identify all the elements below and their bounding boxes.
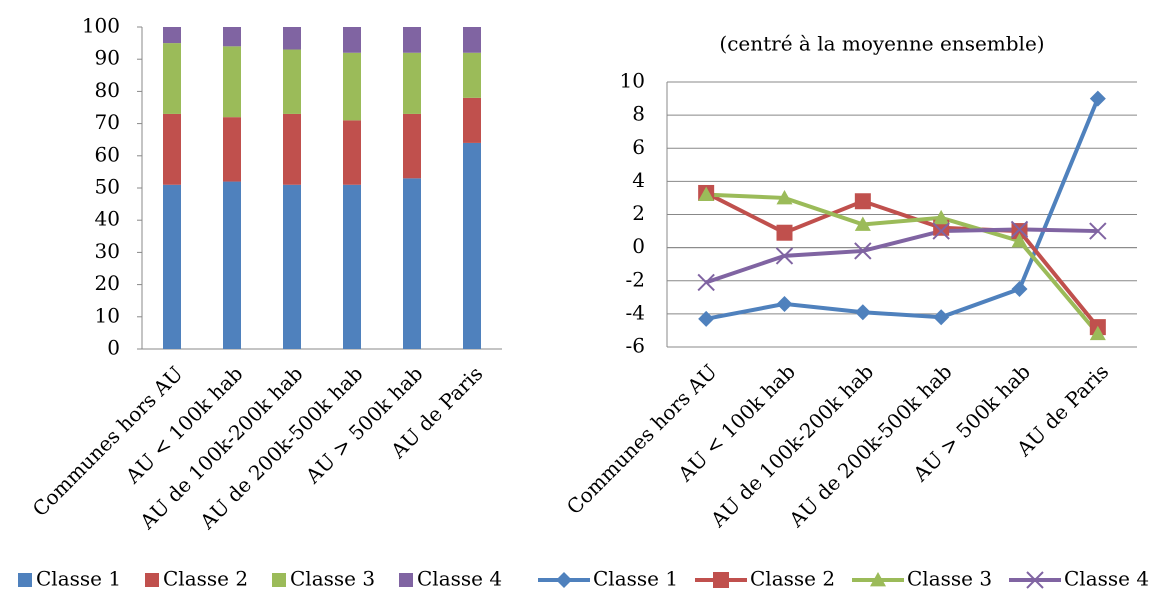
y-tick-label: 10 [620,69,645,93]
marker [854,216,871,231]
legend-label: Classe 1 [593,567,678,591]
chart-title: (centré à la moyenne ensemble) [719,32,1044,56]
legend-swatch [399,573,413,587]
y-tick-label: 0 [107,336,120,360]
marker [933,309,950,326]
marker [932,222,950,240]
y-tick-label: 8 [632,102,645,126]
marker [776,189,793,205]
marker [713,572,729,588]
bar [343,27,361,53]
bar [403,27,421,53]
marker [775,247,794,265]
bar [223,117,241,182]
bar [403,52,421,114]
legend-label: Classe 2 [163,567,248,591]
bar [463,97,481,143]
marker [776,224,793,241]
marker [556,572,572,588]
bar [223,27,241,47]
marker [854,304,871,321]
legend-label: Classe 4 [417,567,502,591]
bar [163,113,181,185]
legend-swatch [18,573,32,587]
line [706,192,1100,336]
y-tick-label: 50 [95,175,120,199]
marker [854,242,872,260]
marker [1010,220,1029,239]
bar [463,142,481,349]
legend-label: Classe 3 [907,567,992,591]
y-tick-label: -6 [626,334,645,358]
y-tick-label: 10 [95,303,120,327]
y-tick-label: 80 [95,78,120,102]
bar [343,52,361,121]
bar [403,113,421,179]
bar [403,178,421,349]
line [705,97,1100,321]
line [705,191,1100,329]
y-tick-label: 30 [95,239,120,263]
bar [283,27,301,50]
marker [1011,281,1028,298]
legend-label: Classe 4 [1064,567,1149,591]
x-tick-label: Communes hors AU [562,359,722,519]
y-tick-label: -4 [626,300,645,324]
marker [698,186,715,202]
bar [163,27,181,44]
marker [697,273,715,292]
y-tick-label: 70 [95,110,120,134]
bar [463,52,481,98]
marker [1011,223,1028,240]
bar [343,184,361,349]
line [705,227,1098,285]
marker [1089,90,1106,107]
marker [698,310,715,327]
marker [776,295,793,312]
y-tick-label: 90 [95,46,120,70]
marker [1011,233,1028,248]
bar [163,43,181,114]
marker [1026,571,1044,589]
marker [933,209,950,225]
bar [343,120,361,185]
bar [163,184,181,349]
marker [1089,325,1106,341]
marker [1089,222,1107,240]
bar [223,181,241,349]
bar [463,27,481,53]
bar [223,46,241,118]
y-tick-label: 0 [632,234,645,258]
y-tick-label: -2 [626,267,645,291]
legend-label: Classe 3 [290,567,375,591]
y-tick-label: 20 [95,271,120,295]
y-tick-label: 4 [632,168,645,192]
legend-swatch [145,573,159,587]
legend-swatch [272,573,286,587]
bar [283,113,301,185]
y-tick-label: 6 [632,135,645,159]
marker [854,193,871,210]
legend-label: Classe 1 [36,567,121,591]
bar [283,184,301,349]
marker [870,572,886,587]
legend-label: Classe 2 [750,567,835,591]
y-tick-label: 40 [95,207,120,231]
y-tick-label: 60 [95,142,120,166]
y-tick-label: 2 [632,201,645,225]
y-tick-label: 100 [82,14,120,38]
bar [283,49,301,114]
